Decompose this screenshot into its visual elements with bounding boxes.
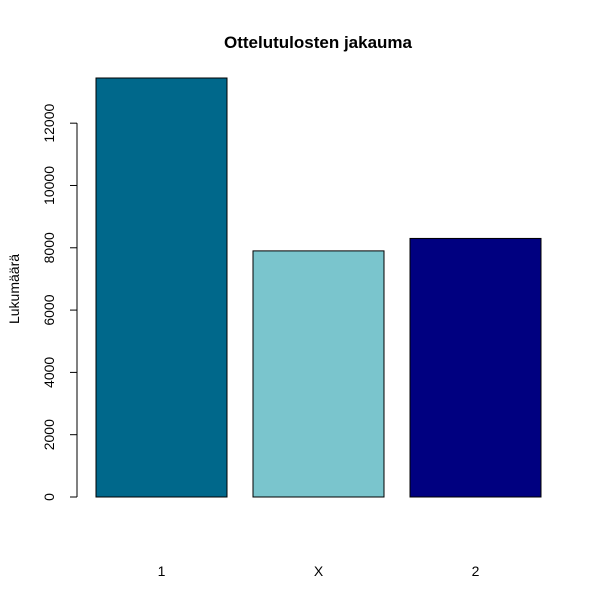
y-tick-label: 4000 [41,357,57,388]
chart-title: Ottelutulosten jakauma [224,33,413,52]
x-tick-label: X [314,563,324,579]
bar-1 [95,77,228,498]
bar-2 [409,237,542,498]
y-axis-label: Lukumäärä [6,254,22,324]
x-axis-labels: 1 X 2 [158,563,480,579]
bars [95,77,542,498]
x-tick-label: 2 [472,563,480,579]
bar-x [252,250,385,498]
y-tick-label: 12000 [41,103,57,142]
y-tick-label: 6000 [41,294,57,325]
y-axis: 0 2000 4000 6000 8000 10000 12000 [41,103,78,501]
y-tick-label: 10000 [41,166,57,205]
x-tick-label: 1 [158,563,166,579]
y-tick-label: 8000 [41,232,57,263]
y-tick-label: 0 [41,493,57,501]
y-tick-label: 2000 [41,419,57,450]
